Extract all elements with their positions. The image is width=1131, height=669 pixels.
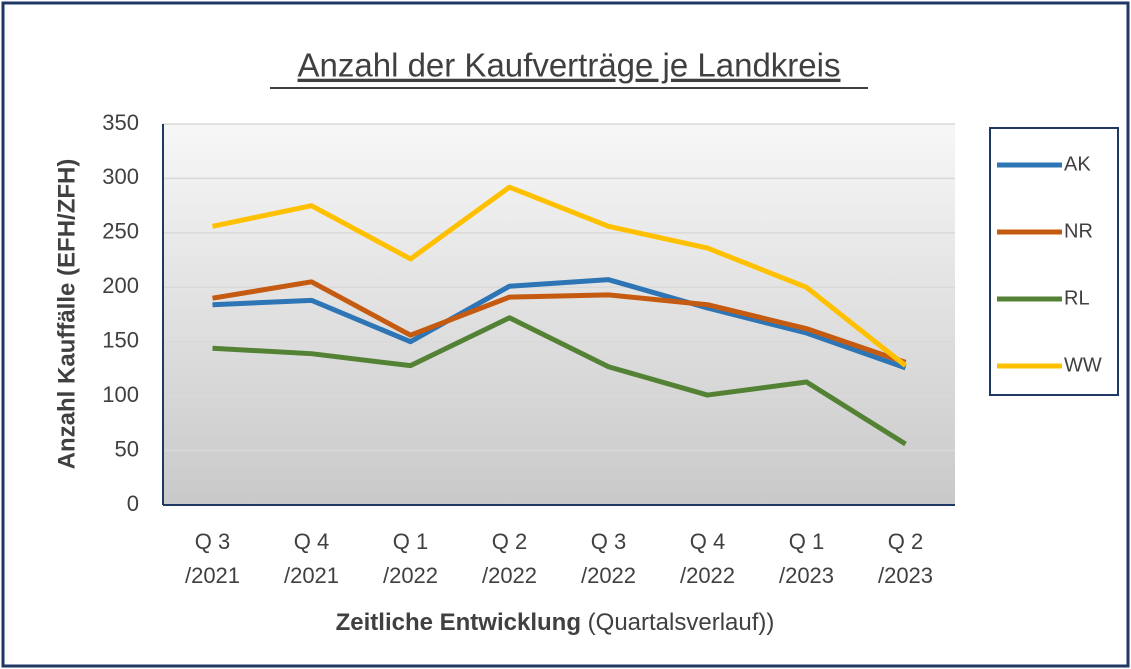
x-tick-label: Q 3/2022 <box>581 529 636 588</box>
legend-label: WW <box>1064 354 1102 376</box>
x-tick-label: Q 4/2022 <box>680 529 735 588</box>
x-tick-label-line: Q 3 <box>591 529 626 554</box>
x-tick-label-line: Q 1 <box>393 529 428 554</box>
x-axis-title: Zeitliche Entwicklung (Quartalsverlauf)) <box>336 609 775 636</box>
x-tick-label: Q 4/2021 <box>284 529 339 588</box>
x-tick-label-line: Q 4 <box>690 529 725 554</box>
x-tick-label-line: Q 2 <box>492 529 527 554</box>
x-tick-label: Q 2/2022 <box>482 529 537 588</box>
x-tick-label: Q 1/2023 <box>779 529 834 588</box>
chart-title: Anzahl der Kaufverträge je Landkreis <box>298 47 841 84</box>
series-line <box>211 184 908 368</box>
y-tick-label: 350 <box>102 110 139 135</box>
x-tick-label-line: /2022 <box>581 563 636 588</box>
x-tick-label-line: /2022 <box>680 563 735 588</box>
x-tick-label-line: /2022 <box>383 563 438 588</box>
legend-label: NR <box>1064 220 1093 242</box>
x-tick-label-line: Q 2 <box>888 529 923 554</box>
x-tick-label-line: /2023 <box>779 563 834 588</box>
y-tick-label: 300 <box>102 164 139 189</box>
y-axis-title: Anzahl Kauffälle (EFH/ZFH) <box>53 159 80 470</box>
x-tick-label-line: /2023 <box>878 563 933 588</box>
x-tick-label-line: /2021 <box>284 563 339 588</box>
x-tick-label: Q 3/2021 <box>185 529 240 588</box>
series-line <box>212 279 907 365</box>
series-line <box>212 277 907 371</box>
y-tick-label: 150 <box>102 328 139 353</box>
legend-label: RL <box>1064 287 1090 309</box>
x-tick-label: Q 1/2022 <box>383 529 438 588</box>
legend-label: AK <box>1064 153 1091 175</box>
x-tick-label-line: Q 3 <box>195 529 230 554</box>
x-axis-title-note: (Quartalsverlauf)) <box>588 609 775 636</box>
x-tick-label-line: /2021 <box>185 563 240 588</box>
x-tick-label-line: Q 1 <box>789 529 824 554</box>
x-tick-label-line: Q 4 <box>294 529 329 554</box>
legend <box>989 127 1119 396</box>
plot-area <box>163 124 955 505</box>
y-tick-label: 250 <box>102 219 139 244</box>
y-tick-label: 50 <box>115 436 139 461</box>
x-tick-label: Q 2/2023 <box>878 529 933 588</box>
y-tick-label: 200 <box>102 273 139 298</box>
series-line <box>212 315 907 447</box>
x-tick-label-line: /2022 <box>482 563 537 588</box>
y-tick-label: 0 <box>127 491 139 516</box>
x-axis-title-main: Zeitliche Entwicklung <box>336 609 581 636</box>
y-tick-label: 100 <box>102 382 139 407</box>
